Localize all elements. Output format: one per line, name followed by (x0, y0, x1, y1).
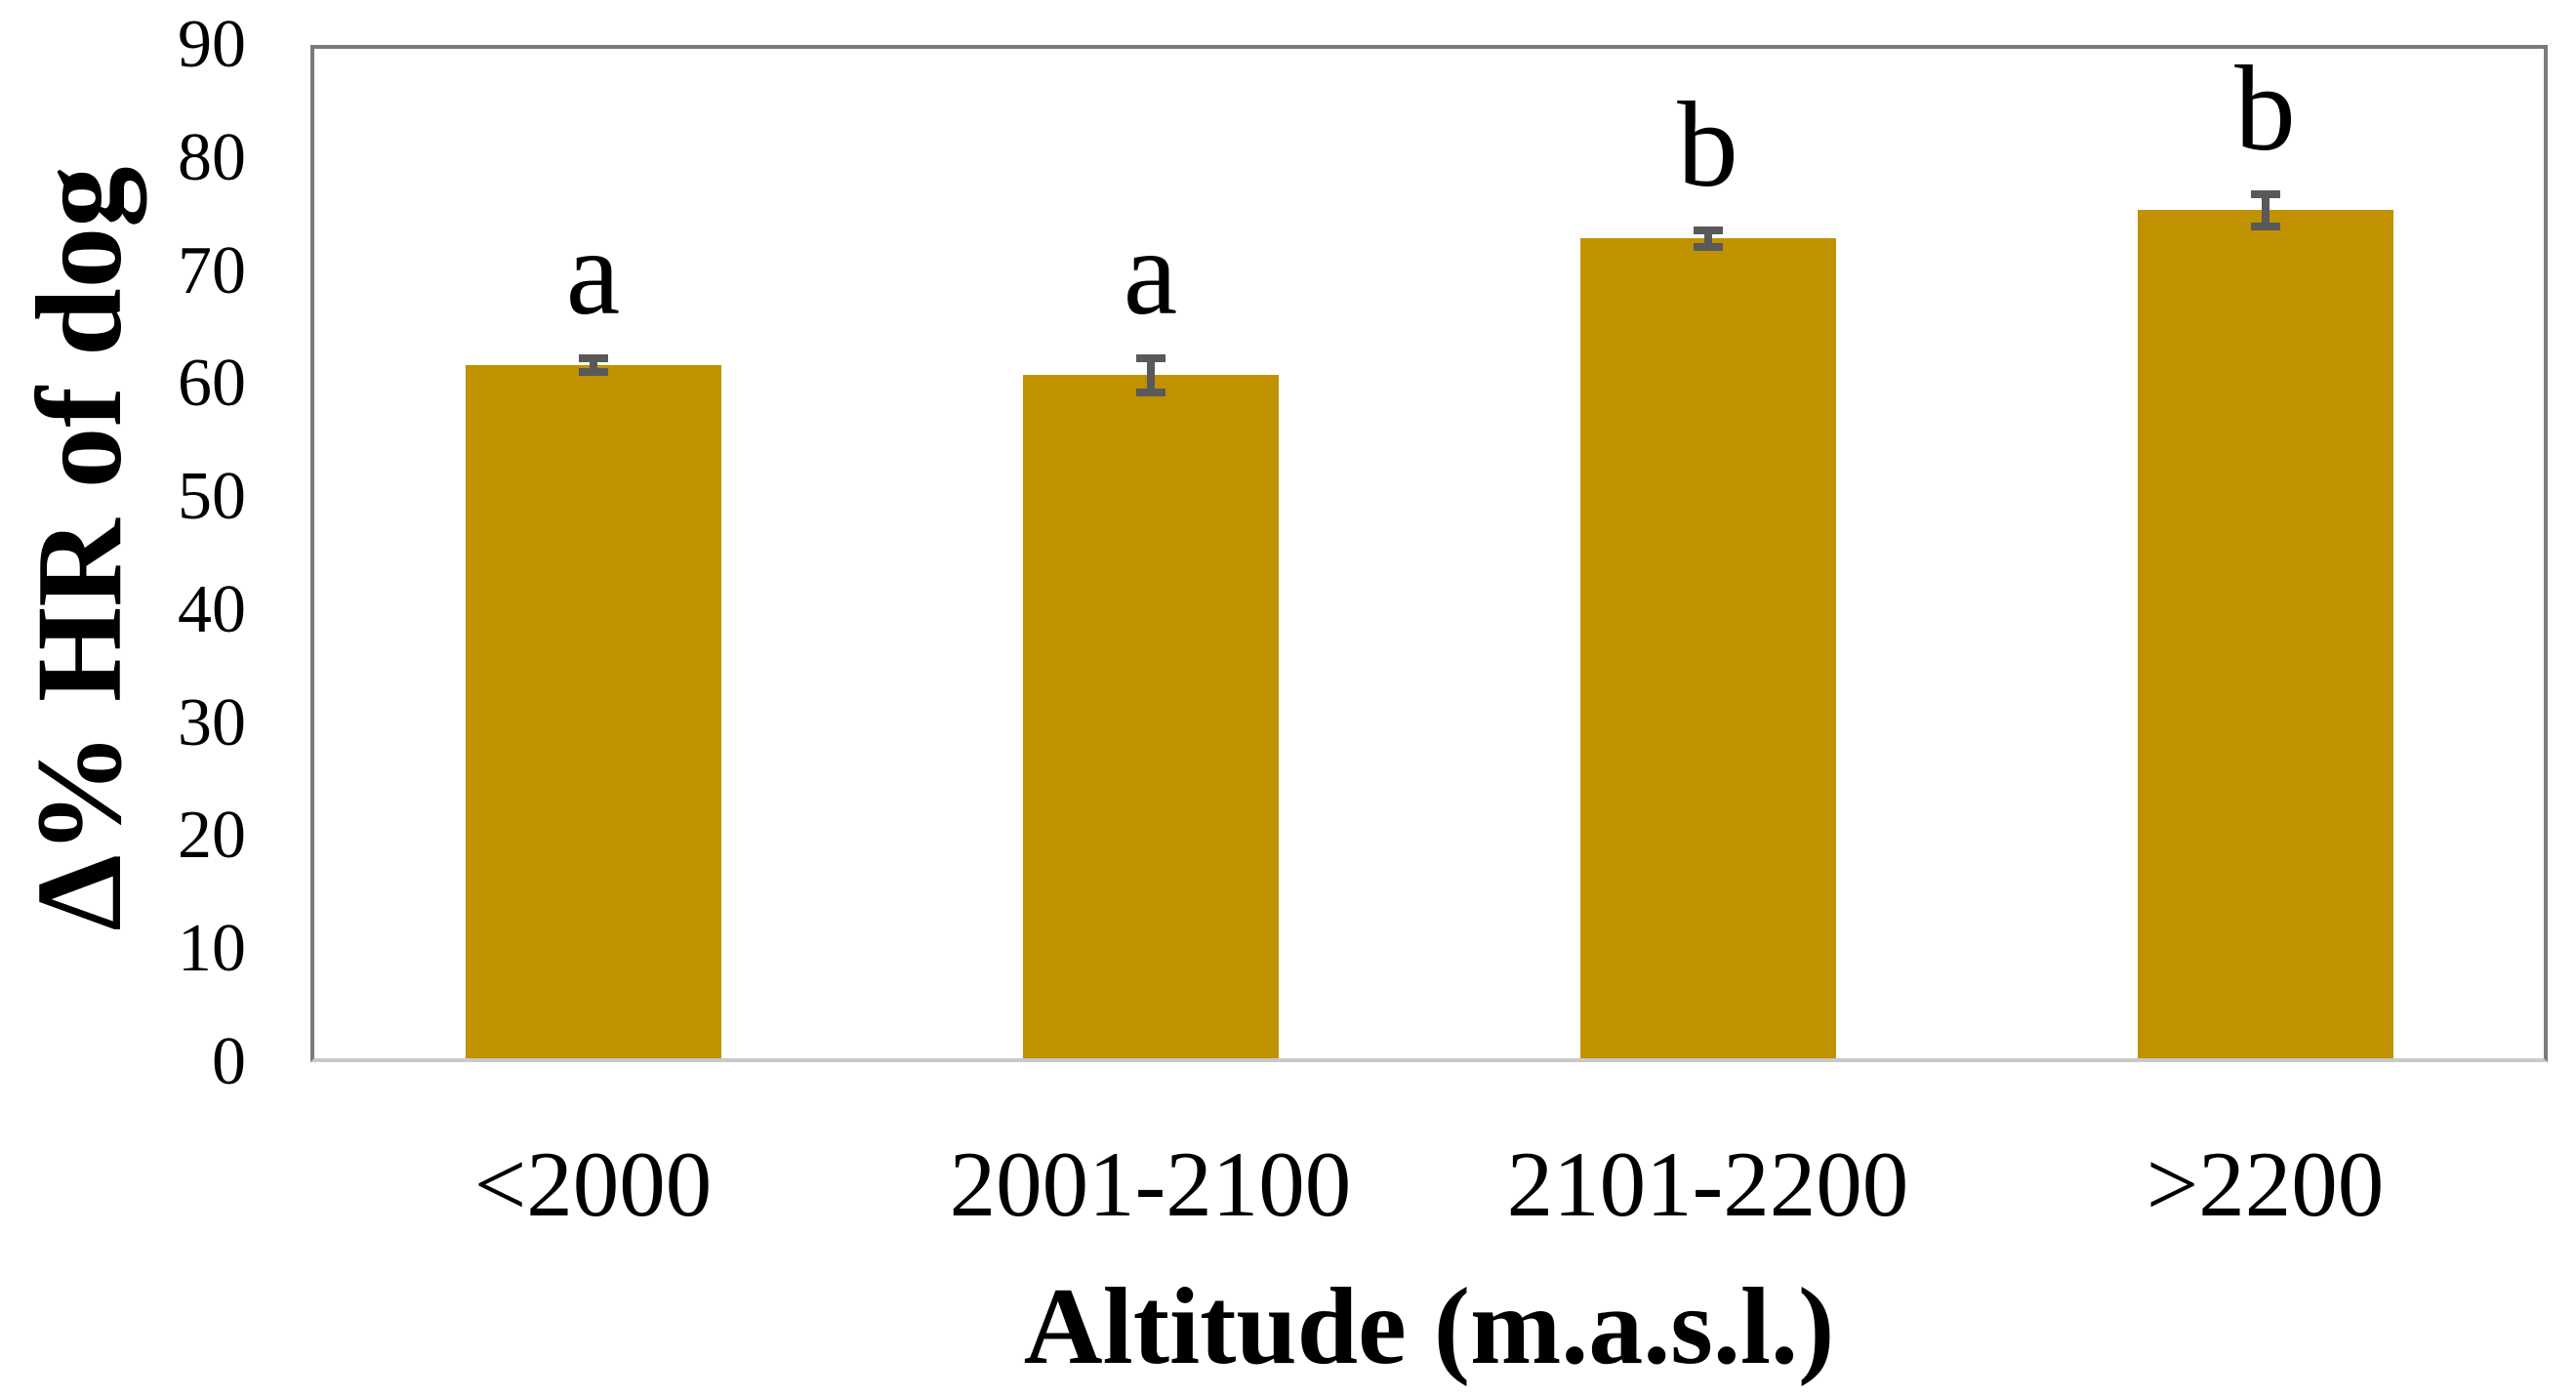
error-bar-cap-bottom (1693, 242, 1723, 251)
y-tick-label: 20 (178, 798, 246, 874)
error-bar-cap-top (578, 353, 608, 362)
bar (1579, 238, 1836, 1058)
significance-letter: b (1677, 77, 1738, 213)
error-bar-cap-bottom (578, 368, 608, 377)
y-tick-label: 60 (178, 346, 246, 422)
significance-letter: a (1123, 205, 1178, 341)
error-bar-cap-top (1135, 353, 1165, 362)
y-tick-label: 40 (178, 571, 246, 647)
y-tick-label: 30 (178, 684, 246, 761)
bar (1022, 375, 1279, 1058)
y-tick-label: 50 (178, 459, 246, 535)
x-tick-label: >2200 (2146, 1132, 2385, 1236)
y-tick-label: 70 (178, 232, 246, 308)
error-bar-line (2261, 189, 2269, 231)
x-axis-title: Altitude (m.a.s.l.) (1023, 1266, 1835, 1387)
error-bar-cap-bottom (2250, 223, 2280, 231)
error-bar-cap-top (1693, 226, 1723, 234)
y-tick-label: 80 (178, 119, 246, 195)
x-tick-label: <2000 (473, 1132, 713, 1236)
significance-letter: a (565, 205, 621, 341)
x-tick-label: 2001-2100 (949, 1132, 1352, 1236)
error-bar-cap-bottom (1135, 389, 1165, 397)
y-tick-label: 0 (212, 1024, 246, 1099)
y-tick-label: 10 (178, 911, 246, 987)
y-tick-label: 90 (178, 7, 246, 82)
error-bar-line (1146, 353, 1155, 397)
error-bar-cap-top (2250, 189, 2280, 198)
error-bar-line (589, 353, 597, 377)
plot-inner: a a b b (314, 41, 2544, 1058)
bar (2137, 210, 2393, 1058)
x-tick-label: 2101-2200 (1506, 1132, 1909, 1236)
bar (465, 365, 721, 1058)
error-bar-line (1703, 226, 1712, 251)
y-axis-title: Δ% HR of dog (13, 166, 147, 931)
significance-letter: b (2234, 41, 2296, 177)
